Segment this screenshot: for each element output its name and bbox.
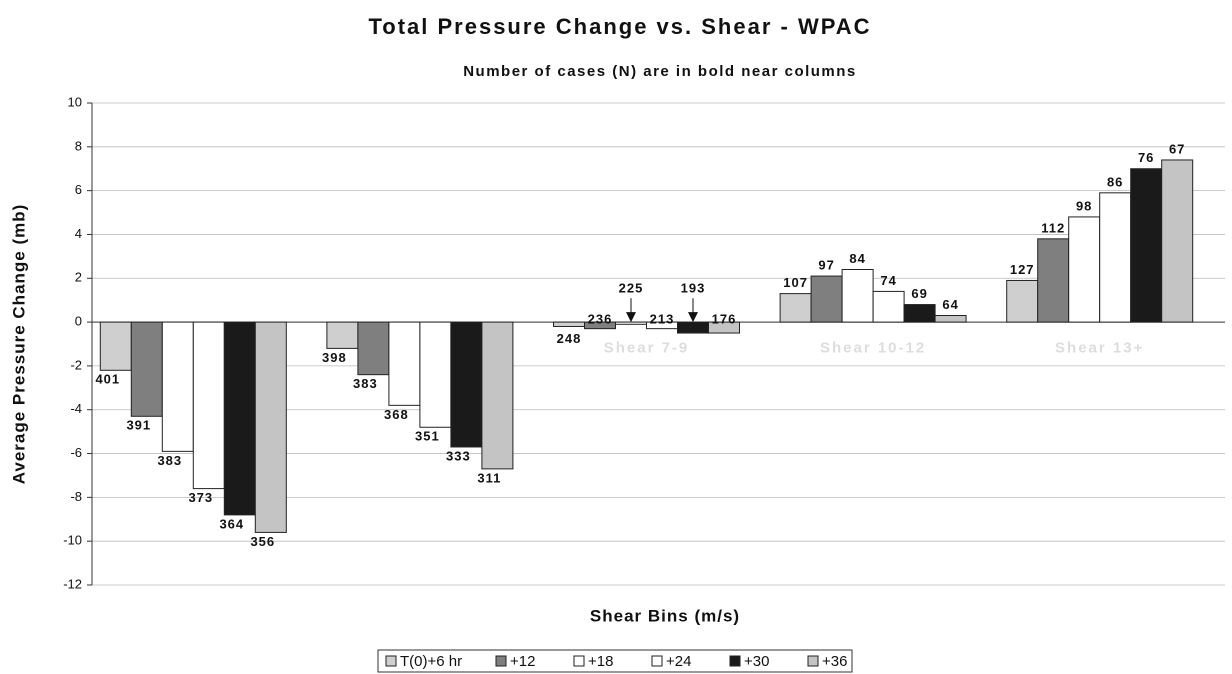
bar [130, 321, 163, 417]
y-tick-label: 8 [75, 138, 82, 153]
bar [1099, 192, 1132, 323]
bar [481, 321, 514, 470]
category-label: Shear 7-9 [604, 339, 690, 356]
case-count: 364 [219, 516, 244, 531]
bar [450, 321, 483, 448]
bar [161, 321, 194, 452]
bar [1130, 168, 1163, 323]
y-tick-label: -8 [70, 489, 82, 504]
bar [1161, 159, 1194, 323]
chart-title: Total Pressure Change vs. Shear - WPAC [368, 14, 871, 39]
legend-swatch [729, 655, 741, 667]
case-count: 84 [849, 251, 865, 266]
legend-label: +30 [744, 653, 769, 670]
legend-swatch [495, 655, 507, 667]
case-count: 97 [818, 258, 834, 273]
case-count: 373 [188, 490, 213, 505]
bar [192, 321, 225, 490]
y-tick-label: 10 [68, 94, 82, 109]
case-count: 401 [95, 372, 120, 387]
case-count: 127 [1010, 262, 1035, 277]
legend-label: +18 [588, 653, 613, 670]
y-tick-label: 2 [75, 270, 82, 285]
case-count: 383 [157, 453, 182, 468]
x-axis-label: Shear Bins (m/s) [590, 606, 740, 625]
bar [553, 321, 585, 327]
case-count: 98 [1076, 198, 1092, 213]
case-count: 351 [415, 429, 440, 444]
legend-swatch [651, 655, 663, 667]
bar [1068, 216, 1101, 323]
case-count: 67 [1169, 141, 1185, 156]
category-label: Shear 10-12 [820, 339, 926, 356]
bar [1006, 279, 1039, 323]
chart-subtitle: Number of cases (N) are in bold near col… [463, 63, 857, 80]
y-tick-label: -2 [70, 357, 82, 372]
case-count: 74 [880, 273, 896, 288]
legend-label: T(0)+6 hr [400, 653, 462, 670]
bar [1037, 238, 1070, 323]
case-count: 398 [322, 350, 347, 365]
category-label: Shear 13+ [1055, 339, 1144, 356]
y-tick-label: -12 [63, 576, 82, 591]
case-count: 383 [353, 376, 378, 391]
case-count: 236 [588, 311, 613, 326]
case-count: 193 [681, 281, 706, 296]
case-count: 107 [783, 275, 808, 290]
legend-label: +36 [822, 653, 847, 670]
bar [99, 321, 132, 371]
case-count: 225 [619, 281, 644, 296]
legend-label: +12 [510, 653, 535, 670]
legend-swatch [807, 655, 819, 667]
bar [872, 290, 905, 323]
bar [615, 321, 647, 325]
y-tick-label: 4 [75, 226, 82, 241]
case-count: 69 [911, 286, 927, 301]
case-count: 356 [250, 534, 275, 549]
case-count: 248 [557, 331, 582, 346]
bar [357, 321, 390, 376]
case-count: 391 [126, 418, 151, 433]
case-count: 333 [446, 448, 471, 463]
bar [223, 321, 256, 516]
bar [903, 304, 936, 323]
case-count: 176 [712, 311, 737, 326]
y-tick-label: 6 [75, 182, 82, 197]
bar [934, 315, 967, 323]
bar [254, 321, 287, 533]
y-axis-label: Average Pressure Change (mb) [9, 204, 28, 485]
case-count: 64 [942, 297, 958, 312]
case-count: 368 [384, 407, 409, 422]
arrow-head [688, 312, 698, 323]
legend-label: +24 [666, 653, 691, 670]
case-count: 112 [1041, 220, 1065, 235]
bar [419, 321, 452, 428]
y-tick-label: -6 [70, 445, 82, 460]
bar [841, 269, 874, 323]
case-count: 76 [1138, 150, 1154, 165]
bar [326, 321, 359, 349]
y-tick-label: -10 [63, 533, 82, 548]
bar [708, 321, 740, 334]
bar [584, 321, 616, 330]
bar [388, 321, 421, 406]
bar [779, 293, 812, 323]
case-count: 86 [1107, 174, 1123, 189]
bar [677, 321, 709, 334]
case-count: 213 [650, 311, 675, 326]
case-count: 311 [477, 470, 501, 485]
legend-swatch [385, 655, 397, 667]
bar [810, 275, 843, 323]
legend-swatch [573, 655, 585, 667]
y-tick-label: 0 [75, 314, 82, 329]
arrow-head [626, 312, 636, 323]
y-tick-label: -4 [70, 401, 82, 416]
